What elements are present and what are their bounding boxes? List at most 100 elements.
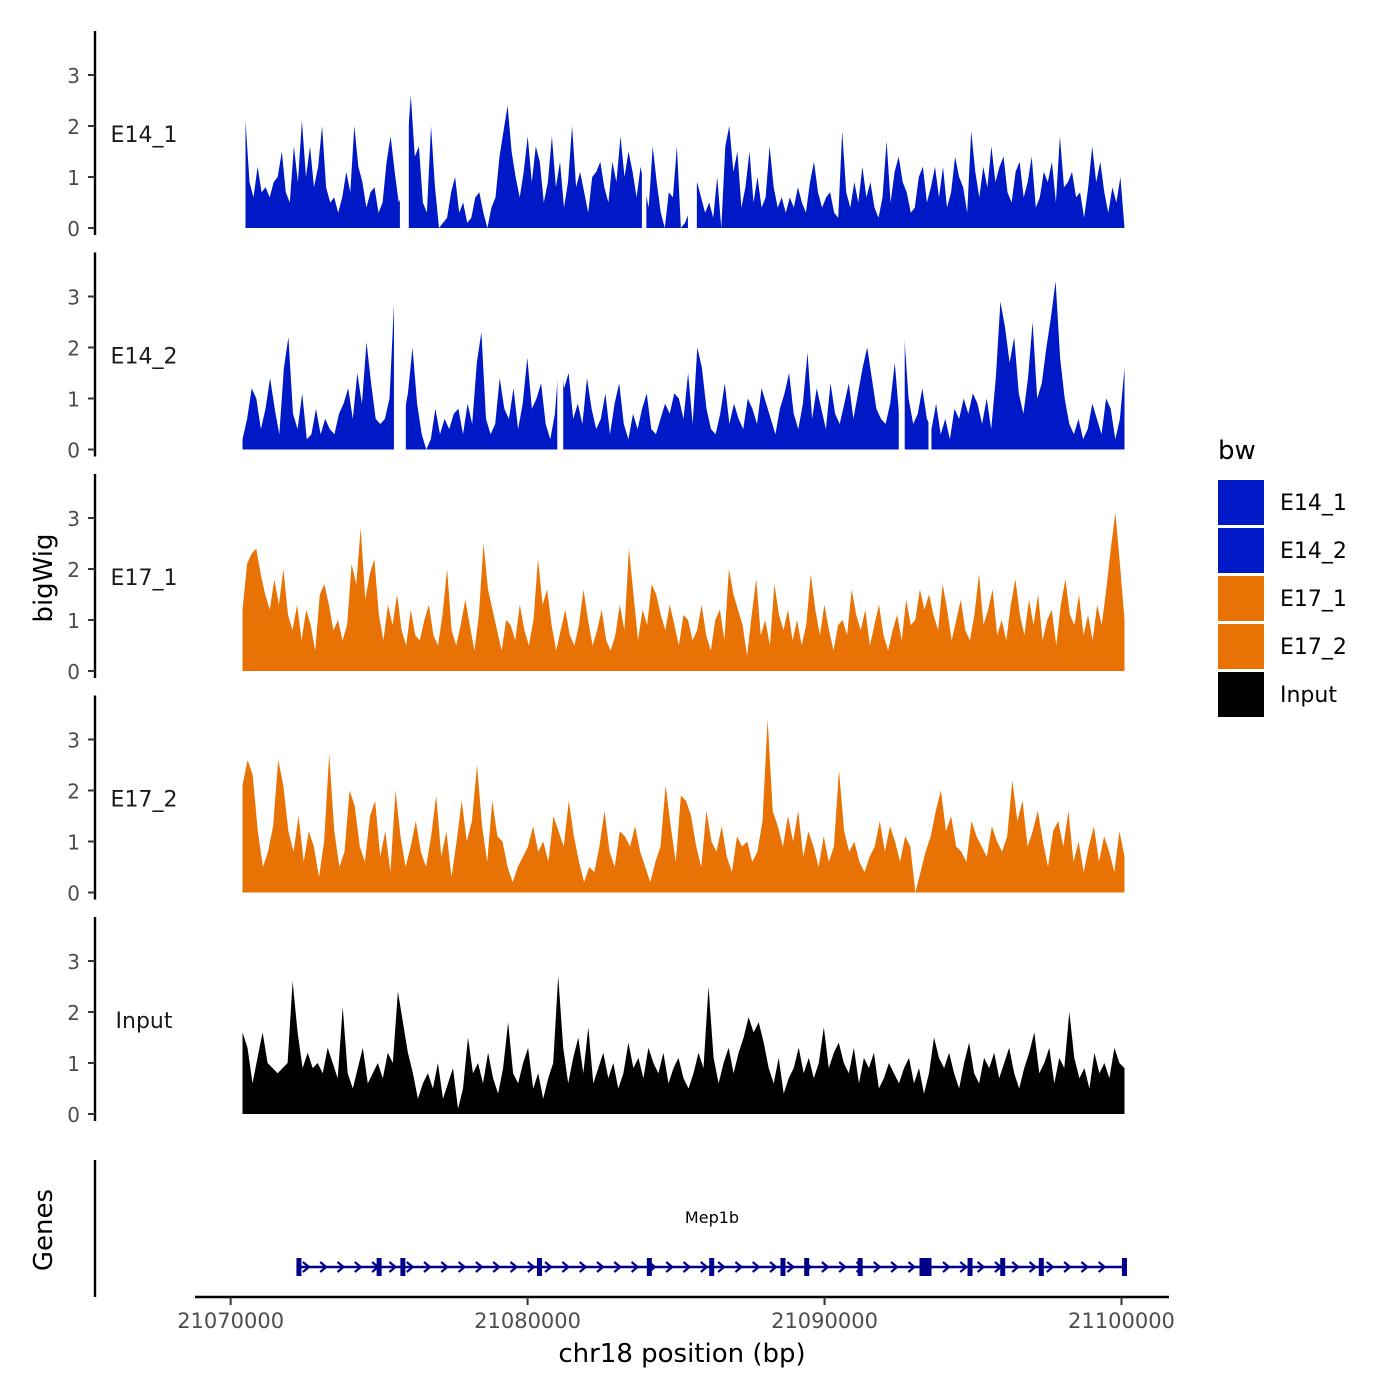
exon-mark — [1038, 1258, 1044, 1276]
track-labels-layer: E14_1 E14_2 E17_1 E17_2 Input — [111, 123, 178, 1034]
y-axis-label: bigWig — [29, 533, 59, 622]
strand-arrow — [388, 1261, 398, 1273]
strand-arrow — [873, 1261, 882, 1273]
legend-label-E17_1: E17_1 — [1280, 587, 1347, 612]
strand-arrow — [751, 1261, 761, 1273]
y-tick-label: 1 — [67, 609, 80, 633]
coverage-gap — [687, 31, 697, 229]
strand-arrow — [959, 1261, 969, 1273]
strand-arrow — [405, 1261, 415, 1273]
y-tick-label: 2 — [67, 558, 80, 582]
coverage-area-Input — [242, 976, 1125, 1114]
exon-mark — [709, 1258, 715, 1276]
track-Input: 0 1 2 3 — [67, 917, 1125, 1127]
strand-arrow — [1046, 1261, 1055, 1273]
x-axis: 21070000 21080000 21090000 21100000 chr18 p… — [177, 1295, 1175, 1369]
strand-arrow — [527, 1261, 536, 1273]
strand-arrow — [700, 1261, 709, 1273]
strand-arrow — [578, 1261, 588, 1273]
strand-arrow — [838, 1261, 847, 1273]
legend: bw E14_1 E14_2 E17_1 E17_2 Input — [1218, 436, 1347, 717]
strand-arrow — [457, 1261, 467, 1273]
y-tick-label: 1 — [67, 831, 80, 855]
legend-swatch-E14_1 — [1218, 480, 1264, 525]
strand-arrow — [786, 1261, 796, 1273]
legend-title: bw — [1218, 436, 1256, 466]
strand-arrow — [354, 1261, 363, 1273]
track-E17_2: 0 1 2 3 — [67, 695, 1125, 906]
y-tick-label: 0 — [67, 882, 80, 906]
strand-arrow — [561, 1261, 571, 1273]
x-tick-label: 21100000 — [1068, 1309, 1175, 1333]
coverage-gap — [898, 252, 905, 451]
strand-arrow — [682, 1261, 692, 1273]
exon-mark — [296, 1258, 302, 1276]
strand-arrow — [942, 1261, 951, 1273]
x-tick-label: 21080000 — [474, 1309, 581, 1333]
strand-arrow — [734, 1261, 744, 1273]
strand-arrow — [907, 1261, 917, 1273]
strand-arrow — [423, 1261, 432, 1273]
tracks-layer: 0 1 2 3 0 1 2 3 0 1 2 3 0 1 2 3 0 1 2 3 — [67, 31, 1125, 1127]
x-ticks: 21070000 21080000 21090000 21100000 — [177, 1297, 1175, 1333]
coverage-gap — [393, 252, 406, 451]
strand-arrow — [336, 1261, 346, 1273]
strand-arrow — [492, 1261, 501, 1273]
legend-items: E14_1 E14_2 E17_1 E17_2 Input — [1218, 480, 1347, 717]
track-E17_1: 0 1 2 3 — [67, 474, 1125, 684]
y-tick-label: 3 — [67, 950, 80, 974]
legend-swatch-E14_2 — [1218, 528, 1264, 573]
strand-arrow — [630, 1261, 640, 1273]
genes-label: Genes — [29, 1189, 59, 1271]
exon-mark — [780, 1258, 786, 1276]
y-tick-label: 2 — [67, 337, 80, 361]
strand-arrow — [509, 1261, 519, 1273]
x-axis-label: chr18 position (bp) — [558, 1339, 805, 1369]
strand-arrow — [613, 1261, 623, 1273]
coverage-area-E14_2 — [242, 281, 1125, 450]
track-label-E17_2: E17_2 — [111, 788, 178, 813]
y-tick-label: 0 — [67, 217, 80, 241]
strand-arrow — [302, 1261, 311, 1273]
y-tick-label: 0 — [67, 439, 80, 463]
gene-model — [296, 1258, 1127, 1276]
exon-mark — [400, 1258, 406, 1276]
track-E14_1: 0 1 2 3 — [67, 31, 1125, 241]
legend-swatch-E17_1 — [1218, 576, 1264, 621]
y-tick-label: 2 — [67, 1001, 80, 1025]
x-tick-label: 21070000 — [177, 1309, 284, 1333]
legend-label-E17_2: E17_2 — [1280, 635, 1347, 660]
track-label-Input: Input — [116, 1009, 173, 1034]
exon-mark — [857, 1258, 863, 1276]
gene-name-label: Mep1b — [685, 1208, 739, 1227]
coverage-area-E17_1 — [242, 512, 1125, 671]
exon-mark — [1000, 1258, 1006, 1276]
y-tick-label: 3 — [67, 286, 80, 310]
y-tick-label: 3 — [67, 507, 80, 531]
exon-mark — [967, 1258, 973, 1276]
strand-arrow — [976, 1261, 986, 1273]
coverage-gap — [399, 31, 409, 229]
y-tick-label: 0 — [67, 660, 80, 684]
strand-arrow — [1080, 1261, 1090, 1273]
legend-label-E14_1: E14_1 — [1280, 491, 1347, 516]
coverage-gap — [928, 252, 932, 451]
track-label-E14_2: E14_2 — [111, 345, 178, 370]
track-label-E17_1: E17_1 — [111, 566, 178, 591]
y-tick-label: 1 — [67, 388, 80, 412]
exon-mark — [919, 1258, 932, 1276]
legend-label-E14_2: E14_2 — [1280, 539, 1347, 564]
legend-label-Input: Input — [1280, 683, 1337, 708]
track-E14_2: 0 1 2 3 — [67, 252, 1125, 463]
y-tick-label: 2 — [67, 115, 80, 139]
y-tick-label: 1 — [67, 1052, 80, 1076]
genes-panel: Genes Mep1b — [29, 1160, 1127, 1297]
strand-arrow — [596, 1261, 605, 1273]
strand-arrow — [544, 1261, 553, 1273]
strand-arrow — [1063, 1261, 1072, 1273]
legend-swatch-Input — [1218, 672, 1264, 717]
strand-arrow — [1011, 1261, 1020, 1273]
strand-arrow — [769, 1261, 778, 1273]
coverage-area-E14_1 — [245, 95, 1125, 229]
